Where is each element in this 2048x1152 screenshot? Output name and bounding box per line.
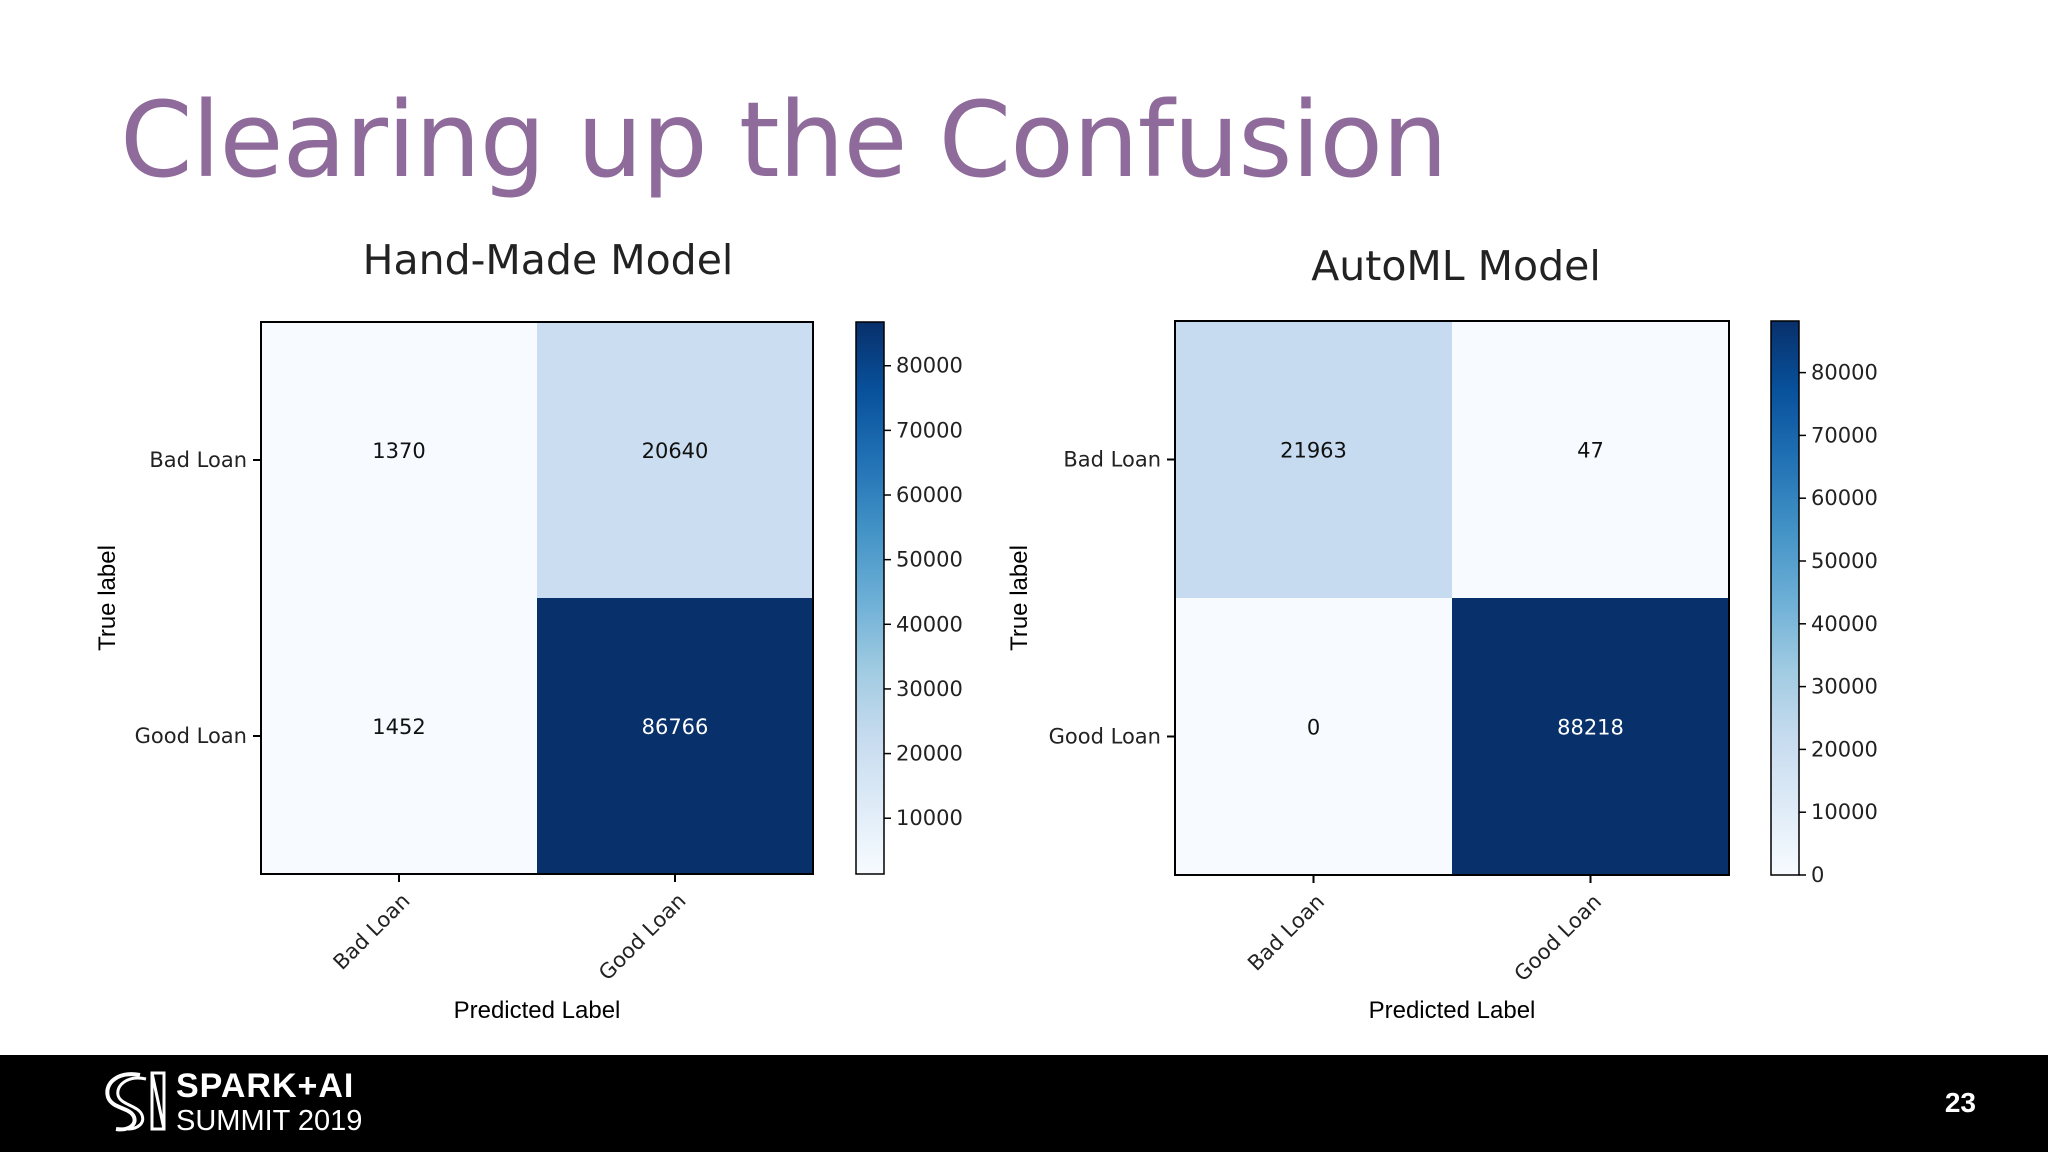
matrix-frame xyxy=(1174,320,1730,876)
colorbar-tick-label: 70000 xyxy=(896,418,963,442)
heatmap-cell xyxy=(261,322,537,598)
heatmap-cell xyxy=(261,598,537,874)
cell-value-label: 21963 xyxy=(1280,439,1347,463)
heatmap-cell xyxy=(1175,321,1452,598)
y-tick-label: Bad Loan xyxy=(1063,448,1161,472)
x-tick-label: Bad Loan xyxy=(329,889,415,975)
colorbar-tick-label: 10000 xyxy=(896,806,963,830)
matrix-frame xyxy=(260,321,814,875)
colorbar-tick-label: 50000 xyxy=(1811,549,1878,573)
x-axis-title: Predicted Label xyxy=(454,997,621,1024)
slide-title: Clearing up the Confusion xyxy=(120,79,1448,201)
y-tick-label: Bad Loan xyxy=(149,448,247,472)
confusion-matrix-automl: AutoML Model 21963 47 0 88218 Bad Loan Good Lo… xyxy=(1006,242,1878,1024)
colorbar-tick-label: 60000 xyxy=(896,483,963,507)
colorbar-tick-label: 30000 xyxy=(896,677,963,701)
colorbar-tick-label: 40000 xyxy=(1811,612,1878,636)
colorbar-tick-label: 30000 xyxy=(1811,675,1878,699)
cell-value-label: 1452 xyxy=(372,715,425,739)
colorbar-tick-label: 20000 xyxy=(896,742,963,766)
heatmap-cell xyxy=(1175,598,1452,875)
colorbar-tick-label: 50000 xyxy=(896,548,963,572)
heatmap-cell xyxy=(1452,598,1729,875)
page-number: 23 xyxy=(1944,1087,1976,1118)
colorbar-tick-label: 80000 xyxy=(1811,361,1878,385)
colorbar-tick-label: 10000 xyxy=(1811,800,1878,824)
heatmap-cell xyxy=(537,322,813,598)
x-tick-label: Bad Loan xyxy=(1243,890,1329,976)
colorbar-tick-label: 60000 xyxy=(1811,486,1878,510)
chart-title: AutoML Model xyxy=(1311,242,1601,290)
cell-value-label: 1370 xyxy=(372,439,425,463)
y-tick-label: Good Loan xyxy=(1049,725,1161,749)
colorbar-tick-label: 0 xyxy=(1811,863,1824,887)
cell-value-label: 20640 xyxy=(642,439,709,463)
y-tick-label: Good Loan xyxy=(135,724,247,748)
footer-logo-text: SPARK+AI SUMMIT 2019 xyxy=(176,1069,362,1136)
chart-title: Hand-Made Model xyxy=(363,236,734,284)
heatmap-cell xyxy=(537,598,813,874)
footer-logo-line1: SPARK+AI xyxy=(176,1067,355,1105)
cell-value-label: 86766 xyxy=(642,715,709,739)
heatmap-cell xyxy=(1452,321,1729,598)
colorbar-tick-label: 80000 xyxy=(896,354,963,378)
confusion-matrix-charts: Hand-Made Model 1370 20640 1452 86766 Bad Loa… xyxy=(94,236,1878,1024)
x-axis-title: Predicted Label xyxy=(1369,997,1536,1024)
colorbar-tick-label: 20000 xyxy=(1811,737,1878,761)
y-axis-title: True label xyxy=(94,545,121,651)
spark-ai-logo-icon xyxy=(105,1071,166,1132)
y-axis-title: True label xyxy=(1006,545,1033,651)
cell-value-label: 0 xyxy=(1307,716,1320,740)
footer-logo-line2: SUMMIT 2019 xyxy=(176,1105,363,1137)
x-tick-label: Good Loan xyxy=(1510,890,1606,986)
colorbar-tick-label: 40000 xyxy=(896,612,963,636)
footer-bar: SPARK+AI SUMMIT 2019 23 xyxy=(0,1055,2048,1152)
cell-value-label: 88218 xyxy=(1557,716,1624,740)
colorbar xyxy=(1770,320,1800,876)
colorbar xyxy=(855,321,885,875)
colorbar-tick-label: 70000 xyxy=(1811,423,1878,447)
confusion-matrix-hand-made: Hand-Made Model 1370 20640 1452 86766 Bad Loa… xyxy=(94,236,963,1024)
x-tick-label: Good Loan xyxy=(594,889,690,985)
cell-value-label: 47 xyxy=(1577,439,1604,463)
